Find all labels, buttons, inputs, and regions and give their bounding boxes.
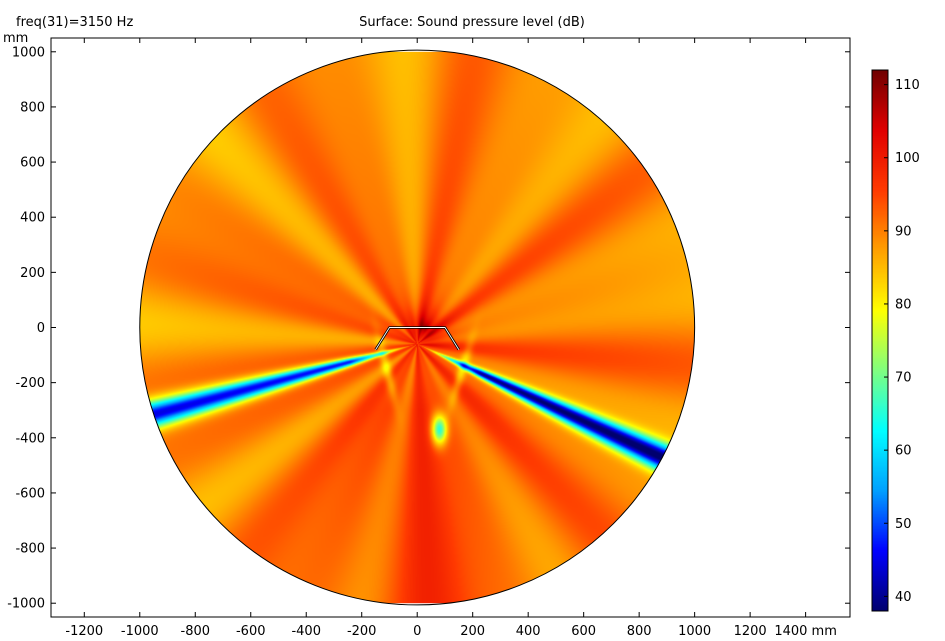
y-tick-label: 600 xyxy=(20,156,45,171)
y-tick-label: 800 xyxy=(20,100,45,115)
colorbar-tick-label: 80 xyxy=(895,297,912,312)
y-axis: -1000 -800 -600 -400 -200 0 200 400 600 800 1000 xyxy=(7,45,850,612)
domain-boundary xyxy=(139,49,696,606)
y-tick-label: -800 xyxy=(15,542,45,557)
frequency-label: freq(31)=3150 Hz xyxy=(16,15,133,30)
y-tick-label: -600 xyxy=(15,486,45,501)
y-tick-label: 1000 xyxy=(12,45,45,60)
speaker-structure-inner xyxy=(375,327,460,350)
x-tick-label: 1400 mm xyxy=(774,624,837,639)
x-tick-label: -200 xyxy=(347,624,377,639)
x-tick-label: -1000 xyxy=(121,624,159,639)
y-tick-label: 200 xyxy=(20,266,45,281)
colorbar: 40 50 60 70 80 90 100 110 xyxy=(871,69,920,612)
x-tick-label: 600 xyxy=(571,624,596,639)
colorbar-tick-label: 40 xyxy=(895,590,912,605)
colorbar-tick-label: 60 xyxy=(895,444,912,459)
x-tick-label: -800 xyxy=(181,624,211,639)
chart-title: Surface: Sound pressure level (dB) xyxy=(359,15,585,30)
colorbar-tick-label: 50 xyxy=(895,517,912,532)
x-tick-label: 1200 xyxy=(734,624,767,639)
y-tick-label: -400 xyxy=(15,431,45,446)
y-tick-label: 0 xyxy=(37,321,45,336)
x-tick-label: -400 xyxy=(291,624,321,639)
sound-field-domain xyxy=(139,49,696,606)
colorbar-tick-label: 110 xyxy=(895,78,920,93)
y-tick-label: -1000 xyxy=(7,597,45,612)
x-tick-label: 800 xyxy=(627,624,652,639)
x-tick-label: 200 xyxy=(460,624,485,639)
x-axis: -1200 -1000 -800 -600 -400 -200 0 200 400 600 800 1… xyxy=(65,38,837,639)
colorbar-gradient xyxy=(872,70,888,611)
x-tick-label: 400 xyxy=(516,624,541,639)
y-tick-label: 400 xyxy=(20,211,45,226)
x-tick-label: -1200 xyxy=(65,624,103,639)
x-tick-label: 0 xyxy=(413,624,421,639)
colorbar-tick-label: 70 xyxy=(895,371,912,386)
colorbar-frame xyxy=(871,69,889,612)
x-tick-label: -600 xyxy=(236,624,266,639)
y-axis-unit-label: mm xyxy=(3,31,28,46)
y-tick-label: -200 xyxy=(15,376,45,391)
colorbar-tick-label: 90 xyxy=(895,224,912,239)
colorbar-tick-label: 100 xyxy=(895,151,920,166)
x-tick-label: 1000 xyxy=(678,624,711,639)
colorbar-ticks: 40 50 60 70 80 90 100 110 xyxy=(884,78,920,605)
